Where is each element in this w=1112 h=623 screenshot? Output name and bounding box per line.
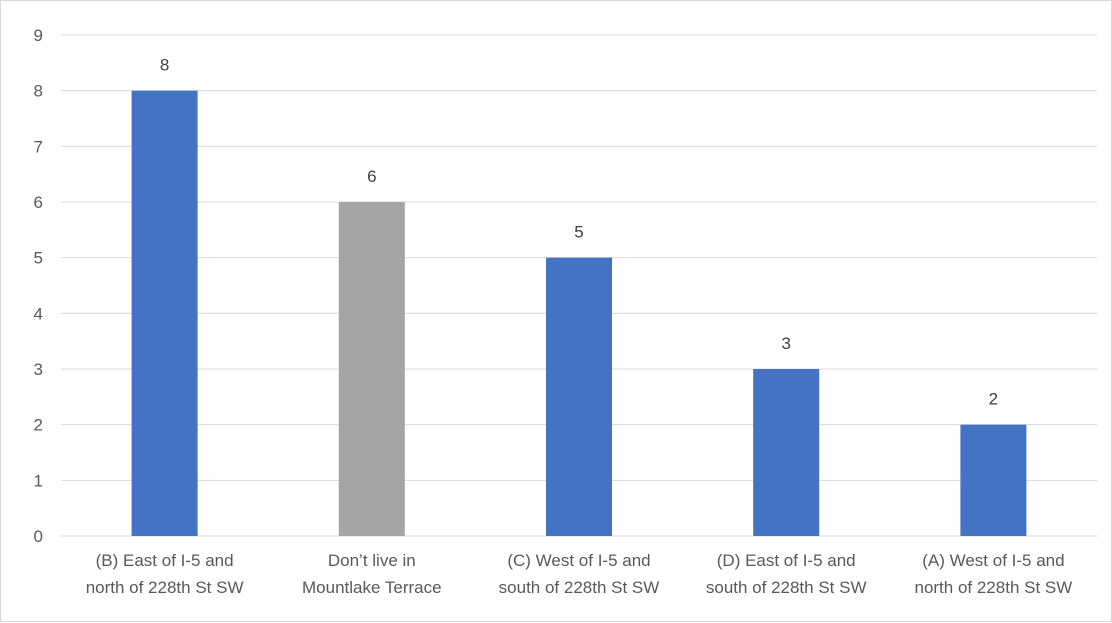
x-category-label: (A) West of I-5 and (922, 551, 1064, 570)
bar-4 (753, 369, 820, 536)
x-category-label: north of 228th St SW (914, 578, 1072, 597)
y-tick-label: 6 (34, 193, 43, 212)
y-tick-label: 8 (34, 82, 43, 101)
y-tick-label: 3 (34, 360, 43, 379)
x-category-label: south of 228th St SW (706, 578, 867, 597)
data-label: 6 (367, 167, 376, 186)
data-label: 2 (989, 390, 998, 409)
data-label: 8 (160, 56, 169, 75)
y-tick-label: 4 (34, 304, 43, 323)
data-label: 5 (574, 223, 583, 242)
bar-5 (960, 424, 1027, 536)
y-tick-label: 0 (34, 527, 43, 546)
x-category-label: north of 228th St SW (86, 578, 244, 597)
x-category-label: Mountlake Terrace (302, 578, 442, 597)
bar-1 (131, 90, 198, 537)
x-category-label: (C) West of I-5 and (507, 551, 650, 570)
y-tick-label: 7 (34, 137, 43, 156)
bars (131, 90, 1027, 537)
x-category-label: Don’t live in (328, 551, 416, 570)
bar-2 (338, 202, 405, 536)
y-tick-label: 9 (34, 26, 43, 45)
y-axis-tick-labels: 0 1 2 3 4 5 6 7 8 9 (34, 26, 43, 546)
x-axis-category-labels: (B) East of I-5 and north of 228th St SW D… (86, 551, 1073, 597)
bar-3 (546, 257, 612, 536)
x-category-label: (D) East of I-5 and (717, 551, 856, 570)
y-tick-label: 1 (34, 471, 43, 490)
data-labels: 8 6 5 3 2 (160, 56, 998, 409)
x-category-label: (B) East of I-5 and (96, 551, 234, 570)
y-tick-label: 5 (34, 249, 43, 268)
data-label: 3 (781, 334, 790, 353)
x-category-label: south of 228th St SW (499, 578, 660, 597)
y-tick-label: 2 (34, 416, 43, 435)
